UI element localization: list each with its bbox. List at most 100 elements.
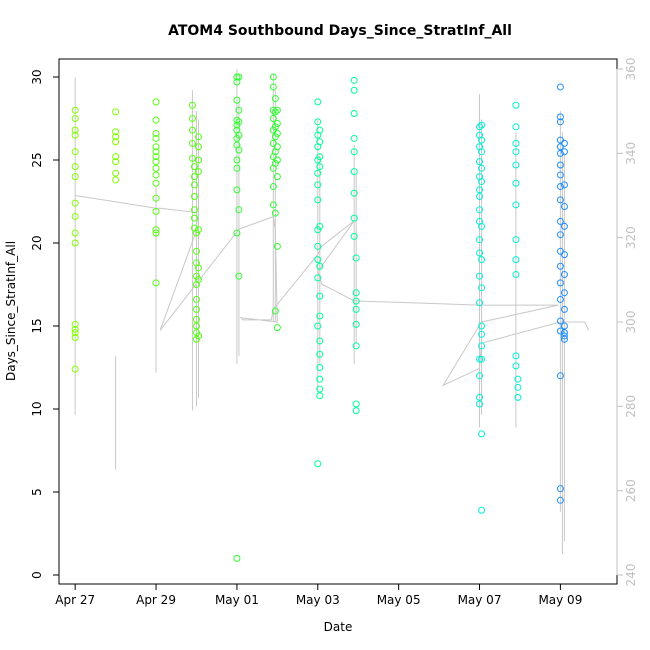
data-point xyxy=(556,171,564,179)
data-point xyxy=(560,202,568,210)
data-point xyxy=(478,430,486,438)
data-points xyxy=(71,73,568,562)
data-point xyxy=(316,126,324,134)
data-point xyxy=(316,262,324,270)
data-point xyxy=(233,229,241,237)
data-point xyxy=(152,207,160,215)
data-point xyxy=(269,201,277,209)
data-point xyxy=(478,178,486,186)
data-point xyxy=(476,299,484,307)
data-point xyxy=(350,86,358,94)
data-point xyxy=(314,196,322,204)
data-point xyxy=(512,139,520,147)
data-point xyxy=(190,181,198,189)
data-point xyxy=(556,317,564,325)
data-point xyxy=(71,365,79,373)
data-point xyxy=(71,106,79,114)
data-point xyxy=(195,264,202,272)
data-point xyxy=(192,247,200,255)
data-point xyxy=(195,276,202,284)
data-point xyxy=(152,148,160,156)
y-tick-label: 15 xyxy=(30,318,44,333)
data-point xyxy=(560,139,568,147)
data-point xyxy=(556,496,564,504)
data-point xyxy=(192,295,200,303)
data-point xyxy=(233,116,241,124)
x-tick-label: May 07 xyxy=(458,593,502,607)
data-point xyxy=(152,143,160,151)
data-point xyxy=(314,274,322,282)
data-point xyxy=(314,322,322,330)
data-point xyxy=(112,158,120,166)
data-point xyxy=(195,168,202,176)
data-point xyxy=(71,131,79,139)
data-point xyxy=(273,324,281,332)
data-point xyxy=(195,143,202,151)
data-point xyxy=(316,375,324,383)
data-point xyxy=(352,407,360,415)
data-point xyxy=(316,153,324,161)
data-point xyxy=(235,118,243,126)
data-point xyxy=(316,350,324,358)
y-axis-label: Days_Since_StratInf_All xyxy=(4,241,18,381)
data-point xyxy=(192,305,200,313)
data-point xyxy=(314,242,322,250)
data-point xyxy=(476,272,484,280)
data-point xyxy=(235,206,243,214)
data-point xyxy=(512,236,520,244)
data-point xyxy=(273,242,281,250)
data-point xyxy=(152,226,160,234)
data-point xyxy=(560,289,568,297)
axes: Apr 27 Apr 29 May 01 May 03 May 05 May 07 May … xyxy=(30,58,638,607)
data-point xyxy=(512,101,520,109)
data-point xyxy=(152,194,160,202)
data-point xyxy=(233,164,241,172)
data-point xyxy=(556,113,564,121)
data-point xyxy=(478,284,486,292)
data-point xyxy=(350,189,358,197)
data-point xyxy=(71,115,79,122)
data-point xyxy=(512,256,520,264)
data-point xyxy=(190,206,198,214)
data-point xyxy=(273,106,281,114)
data-point xyxy=(352,289,360,297)
data-point xyxy=(476,393,484,401)
data-point xyxy=(514,393,522,401)
data-point xyxy=(192,315,200,323)
data-point xyxy=(478,330,486,338)
data-point xyxy=(560,222,568,230)
y2-tick-label: 320 xyxy=(624,226,638,249)
data-point xyxy=(71,163,79,171)
data-point xyxy=(71,126,79,134)
data-point xyxy=(556,183,564,191)
data-point xyxy=(314,118,322,126)
data-point xyxy=(316,163,324,171)
data-point xyxy=(556,217,564,225)
data-point xyxy=(556,327,564,335)
data-point xyxy=(514,383,522,391)
data-point xyxy=(478,164,486,172)
data-point xyxy=(316,364,324,371)
y-tick-label: 5 xyxy=(30,488,44,496)
data-point xyxy=(556,196,564,204)
data-point xyxy=(314,169,322,177)
data-point xyxy=(556,295,564,303)
data-point xyxy=(192,322,200,330)
y2-tick-label: 360 xyxy=(624,58,638,81)
data-point xyxy=(560,148,568,156)
data-point xyxy=(71,212,79,220)
data-point xyxy=(560,332,568,340)
data-point xyxy=(152,171,160,179)
data-point xyxy=(188,115,196,122)
data-point xyxy=(233,96,241,104)
y2-tick-label: 340 xyxy=(624,142,638,165)
data-point xyxy=(560,305,568,313)
data-point xyxy=(512,148,520,156)
data-point xyxy=(476,372,484,380)
data-point xyxy=(190,193,198,201)
y2-tick-label: 240 xyxy=(624,564,638,587)
data-point xyxy=(556,279,564,287)
data-point xyxy=(190,173,198,181)
data-point xyxy=(560,181,568,189)
data-point xyxy=(235,146,243,154)
